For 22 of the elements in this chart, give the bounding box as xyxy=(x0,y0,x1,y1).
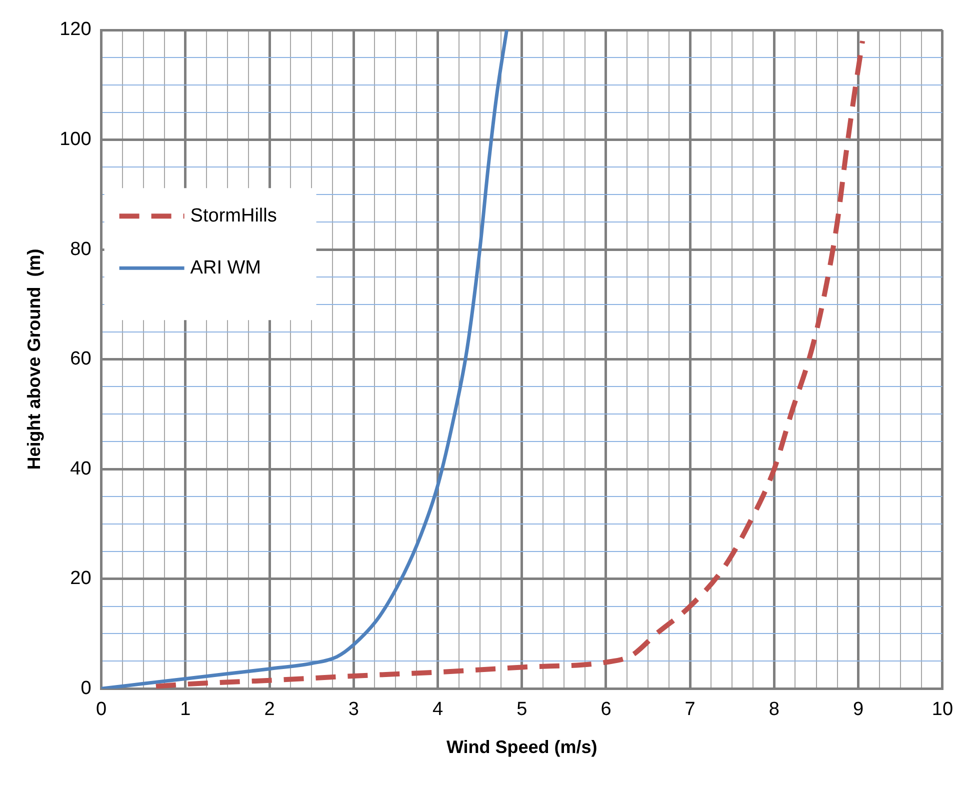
x-tick-label: 1 xyxy=(180,699,191,720)
x-tick-label: 0 xyxy=(96,699,107,720)
x-tick-label: 10 xyxy=(932,699,954,720)
y-tick-label: 60 xyxy=(70,348,92,370)
x-tick-label: 6 xyxy=(600,699,612,720)
legend-label: StormHills xyxy=(190,205,277,226)
x-axis-title: Wind Speed (m/s) xyxy=(446,737,598,758)
y-tick-label: 40 xyxy=(70,458,92,480)
y-tick-label: 20 xyxy=(70,568,92,590)
y-axis-title: Height above Ground (m) xyxy=(24,248,44,470)
x-tick-label: 8 xyxy=(768,699,780,720)
y-tick-label: 0 xyxy=(80,678,92,699)
x-tick-label: 4 xyxy=(432,699,444,720)
y-tick-label: 120 xyxy=(60,19,92,40)
x-tick-label: 5 xyxy=(516,699,528,720)
x-tick-label: 3 xyxy=(348,699,359,720)
y-tick-label: 80 xyxy=(70,238,92,260)
x-tick-label: 2 xyxy=(264,699,275,720)
y-tick-label: 100 xyxy=(60,129,92,150)
legend-label: ARI WM xyxy=(190,257,262,278)
x-tick-label: 7 xyxy=(684,699,696,720)
x-tick-label: 9 xyxy=(853,699,864,720)
